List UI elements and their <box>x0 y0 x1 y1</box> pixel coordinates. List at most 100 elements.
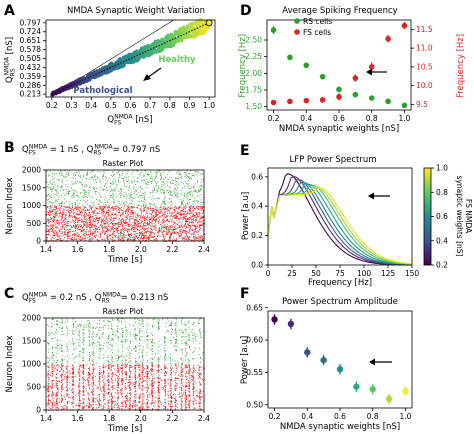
spike-rs <box>112 229 114 231</box>
spike-rs <box>117 211 119 213</box>
spike-rs <box>89 217 91 218</box>
spike-rs <box>192 209 194 211</box>
spike-rs <box>64 234 65 235</box>
spike-rs <box>75 207 77 209</box>
spike-fs <box>140 205 142 207</box>
spike-rs <box>143 236 145 238</box>
spike-rs <box>198 209 200 211</box>
spike-rs <box>95 219 97 221</box>
spike-rs <box>50 235 51 237</box>
spike-rs <box>185 221 186 222</box>
spike-rs <box>165 405 166 407</box>
spike-rs <box>104 205 106 207</box>
spike-fs <box>141 180 143 182</box>
spike-rs <box>88 211 90 213</box>
spike-rs <box>196 217 197 218</box>
spike-rs <box>107 211 109 213</box>
spike-rs <box>59 215 61 217</box>
spike-rs <box>129 209 131 211</box>
spike-rs <box>146 211 147 213</box>
spike-rs <box>78 225 80 227</box>
spike-rs <box>180 372 181 374</box>
spike-fs <box>184 195 186 197</box>
spike-rs <box>142 240 144 241</box>
spike-fs <box>129 193 131 195</box>
spike-rs <box>194 238 196 240</box>
spike-rs <box>130 207 132 209</box>
spike-fs <box>80 193 81 195</box>
spike-rs <box>201 238 203 240</box>
spike-rs <box>106 229 108 231</box>
spike-fs <box>80 181 82 183</box>
spike-fs <box>176 182 178 184</box>
spike-rs <box>146 207 148 209</box>
spike-fs <box>100 186 102 188</box>
spike-fs <box>56 185 58 187</box>
spike-fs <box>113 201 115 203</box>
spike-rs <box>156 208 158 210</box>
spike-rs <box>54 206 55 208</box>
spike-rs <box>77 235 79 237</box>
spike-rs <box>117 212 119 214</box>
spike-rs <box>178 232 180 234</box>
spike-rs <box>195 239 197 241</box>
spike-rs <box>185 392 186 394</box>
spike-rs <box>195 236 197 238</box>
spike-rs <box>86 220 87 222</box>
spike-rs <box>48 212 50 213</box>
spike-rs <box>89 388 90 389</box>
spike-rs <box>90 214 92 216</box>
spike-rs <box>109 229 110 231</box>
spike-rs <box>127 230 128 232</box>
spike-fs <box>89 205 90 207</box>
spike-rs <box>116 214 118 216</box>
spike-rs <box>84 206 86 208</box>
spike-rs <box>192 233 193 235</box>
spike-rs <box>61 214 63 216</box>
spike-rs <box>129 236 131 238</box>
spike-rs <box>199 218 201 220</box>
spike-rs <box>149 219 150 221</box>
spike-fs <box>142 193 144 194</box>
spike-rs <box>165 368 166 369</box>
spike-rs <box>150 225 152 227</box>
spike-fs <box>145 173 147 175</box>
spike-rs <box>48 221 49 223</box>
spike-rs <box>139 226 141 228</box>
spike-rs <box>69 228 71 230</box>
spike-fs <box>114 179 116 181</box>
spike-rs <box>141 380 143 382</box>
spike-rs <box>68 216 70 217</box>
spike-fs <box>55 190 57 191</box>
spike-rs <box>130 216 131 217</box>
spike-rs <box>67 235 68 237</box>
spike-rs <box>165 228 167 229</box>
spike-rs <box>53 232 55 234</box>
spike-fs <box>138 201 140 202</box>
spike-fs <box>123 202 125 204</box>
spike-fs <box>107 170 109 172</box>
spike-rs <box>140 217 142 219</box>
spike-fs <box>153 186 155 188</box>
spike-fs <box>162 201 164 203</box>
spike-rs <box>58 228 60 230</box>
spike-fs <box>95 182 97 183</box>
spike-rs <box>81 210 82 212</box>
spike-fs <box>109 196 111 198</box>
spike-rs <box>156 214 158 216</box>
spike-rs <box>128 229 130 230</box>
data-point <box>195 20 199 24</box>
spike-rs <box>181 215 182 216</box>
spike-fs <box>105 197 107 199</box>
spike-fs <box>174 193 176 195</box>
spike-fs <box>54 184 56 186</box>
spike-fs <box>157 188 159 190</box>
spike-fs <box>191 203 193 205</box>
data-point <box>196 23 200 28</box>
spike-rs <box>165 382 167 384</box>
spike-fs <box>89 186 91 188</box>
panel-a-y-tick-label: 0.797 <box>20 18 42 27</box>
spike-rs <box>195 230 197 232</box>
spike-fs <box>192 175 194 176</box>
spike-fs <box>188 176 190 177</box>
